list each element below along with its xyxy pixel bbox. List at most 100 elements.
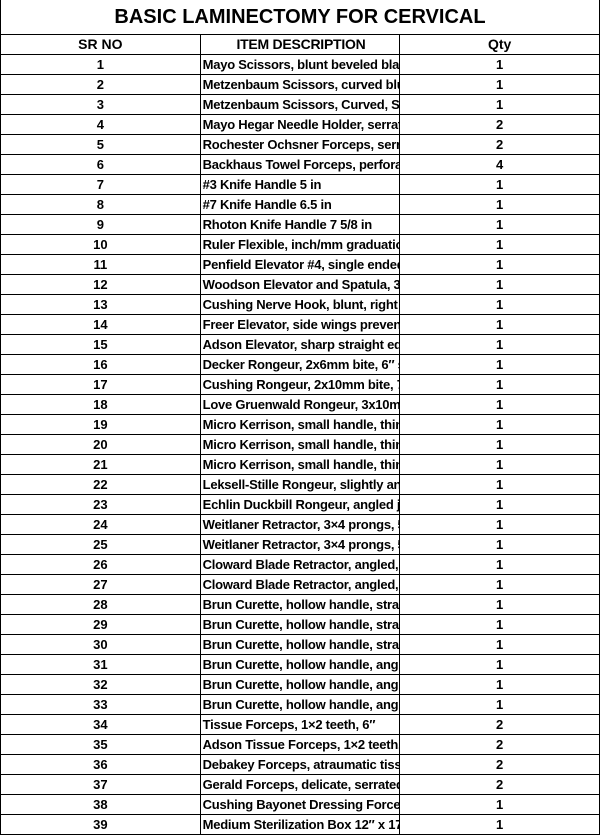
qty-cell: 1 [399,794,600,815]
description-cell: Brun Curette, hollow handle, straight ov… [199,634,401,655]
qty-cell: 1 [399,434,600,455]
description-cell: Weitlaner Retractor, 3×4 prongs, 5″ shar… [199,534,401,555]
sr-cell: 19 [0,414,201,435]
description-cell: Leksell-Stille Rongeur, slightly angled … [199,474,401,495]
qty-cell: 1 [399,54,600,75]
sr-cell: 6 [0,154,201,175]
document-title: BASIC LAMINECTOMY FOR CERVICAL [0,0,600,35]
table-row: 7 #3 Knife Handle 5 in 1 [0,174,600,195]
qty-cell: 1 [399,354,600,375]
description-cell: Brun Curette, hollow handle, angled oval… [199,654,401,675]
qty-cell: 2 [399,134,600,155]
sr-cell: 13 [0,294,201,315]
column-header-sr-no: SR NO [0,34,201,55]
qty-cell: 1 [399,394,600,415]
sr-cell: 20 [0,434,201,455]
sr-cell: 32 [0,674,201,695]
sr-cell: 23 [0,494,201,515]
description-cell: Cloward Blade Retractor, angled, 18mm wi… [199,554,401,575]
qty-cell: 1 [399,574,600,595]
qty-cell: 1 [399,414,600,435]
sr-cell: 37 [0,774,201,795]
sr-cell: 31 [0,654,201,675]
description-cell: Mayo Scissors, blunt beveled blades, 6 3… [199,54,401,75]
description-cell: Micro Kerrison, small handle, thin footp… [199,414,401,435]
sr-cell: 33 [0,694,201,715]
description-cell: Brun Curette, hollow handle, angled oval… [199,694,401,715]
qty-cell: 1 [399,194,600,215]
qty-cell: 1 [399,94,600,115]
sr-cell: 12 [0,274,201,295]
description-cell: Ruler Flexible, inch/mm graduations, 6″ [199,234,401,255]
sr-cell: 17 [0,374,201,395]
description-cell: Rhoton Knife Handle 7 5/8 in [199,214,401,235]
description-cell: Brun Curette, hollow handle, angled oval… [199,674,401,695]
sr-cell: 9 [0,214,201,235]
qty-cell: 1 [399,314,600,335]
sr-cell: 25 [0,534,201,555]
sr-cell: 1 [0,54,201,75]
description-cell: Mayo Hegar Needle Holder, serrated, 6″ [199,114,401,135]
description-cell: Cushing Nerve Hook, blunt, right angle, … [199,294,401,315]
qty-cell: 1 [399,494,600,515]
qty-cell: 1 [399,514,600,535]
description-cell: Tissue Forceps, 1×2 teeth, 6″ [199,714,401,735]
sr-cell: 21 [0,454,201,475]
description-cell: Echlin Duckbill Rongeur, angled jaw, 3mm… [199,494,401,515]
sr-cell: 7 [0,174,201,195]
sr-cell: 15 [0,334,201,355]
description-cell: Brun Curette, hollow handle, straight ov… [199,594,401,615]
sr-cell: 35 [0,734,201,755]
sr-cell: 39 [0,814,201,835]
table-row: 9 Rhoton Knife Handle 7 5/8 in 1 [0,214,600,235]
description-cell: Woodson Elevator and Spatula, 3mm double… [199,274,401,295]
description-cell: Adson Tissue Forceps, 1×2 teeth, 1.3mm, … [199,734,401,755]
description-cell: #7 Knife Handle 6.5 in [199,194,401,215]
sr-cell: 38 [0,794,201,815]
description-cell: Metzenbaum Scissors, curved blunt points… [199,74,401,95]
qty-cell: 1 [399,174,600,195]
qty-cell: 2 [399,714,600,735]
qty-cell: 1 [399,274,600,295]
qty-cell: 1 [399,474,600,495]
sr-cell: 18 [0,394,201,415]
sr-cell: 30 [0,634,201,655]
qty-cell: 1 [399,294,600,315]
description-cell: Decker Rongeur, 2x6mm bite, 6″ straight [199,354,401,375]
qty-cell: 1 [399,674,600,695]
description-cell: Cloward Blade Retractor, angled, 23mm wi… [199,574,401,595]
qty-cell: 1 [399,654,600,675]
qty-cell: 1 [399,694,600,715]
qty-cell: 2 [399,774,600,795]
description-cell: Metzenbaum Scissors, Curved, Sharp/Sharp… [199,94,401,115]
qty-cell: 1 [399,214,600,235]
qty-cell: 1 [399,534,600,555]
description-cell: #3 Knife Handle 5 in [199,174,401,195]
sr-cell: 5 [0,134,201,155]
qty-cell: 1 [399,374,600,395]
description-cell: Debakey Forceps, atraumatic tissue force… [199,754,401,775]
